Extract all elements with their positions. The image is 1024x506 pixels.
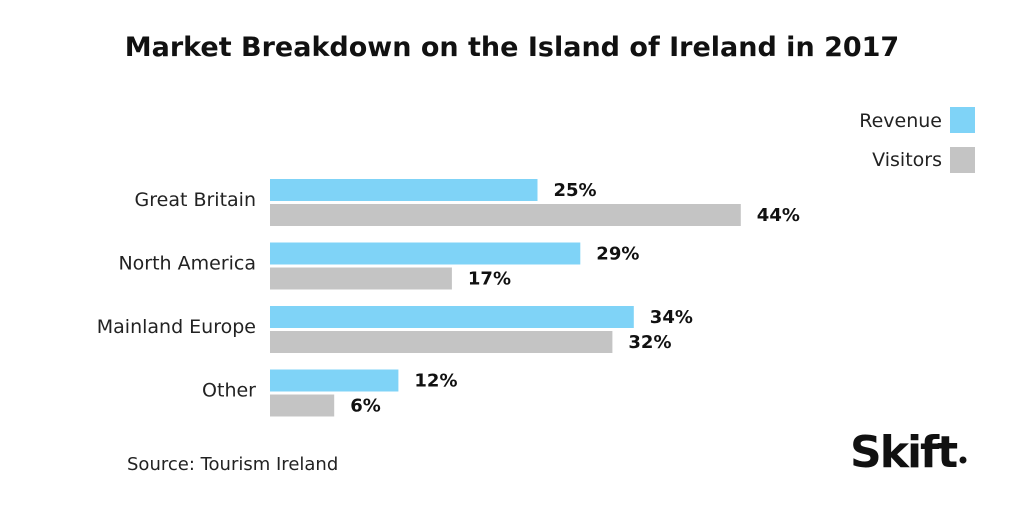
bar-visitors [270,331,613,353]
legend-label-visitors: Visitors [872,149,942,171]
bar-revenue [270,306,634,328]
data-label: 6% [350,396,381,417]
data-label: 34% [650,307,693,328]
category-label: Great Britain [135,189,256,211]
plot-area: Great Britain 25% 44% North America 29% 17% Ma… [97,179,800,417]
chart-title: Market Breakdown on the Island of Irelan… [125,32,899,63]
data-label: 17% [468,269,511,290]
data-label: 29% [596,244,639,265]
legend-label-revenue: Revenue [859,110,942,132]
category-label: Mainland Europe [97,316,256,338]
bar-revenue [270,369,399,392]
logo-wordmark: Skift [850,427,958,478]
data-label: 25% [554,180,597,201]
category-label: Other [202,380,256,402]
data-label: 12% [414,371,457,392]
bar-visitors [270,394,335,417]
skift-logo: Skift [850,427,967,478]
bar-visitors [270,267,452,290]
category-label: North America [118,253,256,275]
data-label: 44% [757,205,800,226]
legend-swatch-visitors [950,147,975,173]
data-label: 32% [628,332,671,353]
logo-dot [959,456,967,464]
legend-swatch-revenue [950,107,975,133]
bar-revenue [270,242,581,265]
bar-visitors [270,204,741,226]
source-note: Source: Tourism Ireland [127,454,338,475]
legend: Revenue Visitors [859,107,975,173]
bar-revenue [270,179,538,201]
